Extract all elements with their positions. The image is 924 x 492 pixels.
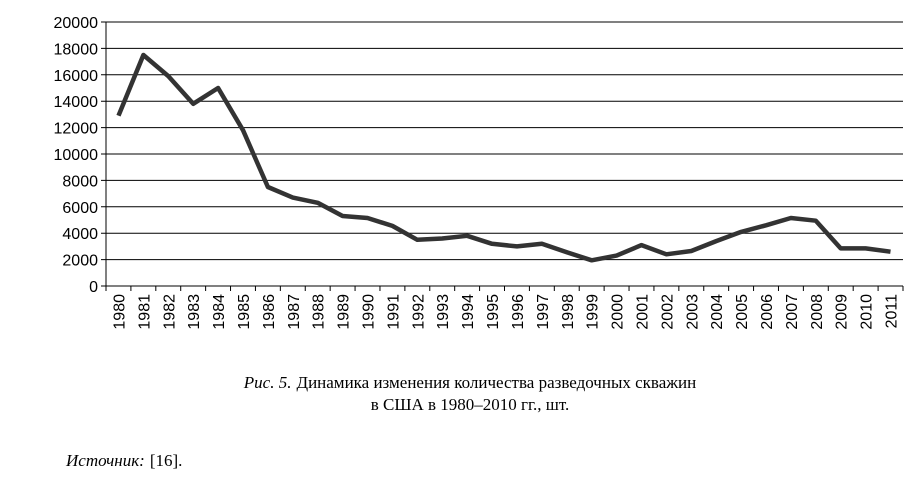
caption-text: Динамика изменения количества разведочны… [296,373,696,392]
y-tick-label: 14000 [54,94,99,111]
x-tick-label: 1999 [585,294,602,330]
source-text: [16]. [150,451,183,470]
x-tick-label: 2003 [684,294,701,330]
x-tick-label: 1980 [111,294,128,330]
x-tick-label: 1995 [485,294,502,330]
x-tick-label: 2001 [634,294,651,330]
x-tick-label: 2005 [734,294,751,330]
x-tick-label: 1991 [385,294,402,330]
x-tick-label: 2002 [659,294,676,330]
source: Источник: [16]. [65,451,182,470]
x-tick-label: 1990 [361,294,378,330]
x-tick-label: 1996 [510,294,527,330]
x-tick-label: 2000 [610,294,627,330]
x-tick-label: 2009 [834,294,851,330]
y-tick-label: 8000 [62,173,98,190]
y-tick-label: 20000 [54,15,99,32]
x-tick-label: 1997 [535,294,552,330]
x-tick-label: 2011 [884,294,901,329]
x-tick-label: 1981 [136,294,153,330]
x-tick-label: 1989 [336,294,353,330]
x-tick-label: 1998 [560,294,577,330]
y-tick-label: 6000 [62,200,98,217]
x-tick-label: 2006 [759,294,776,330]
y-tick-label: 12000 [54,121,99,138]
caption-line: Рис. 5. Динамика изменения количества раз… [243,373,696,392]
x-tick-label: 1987 [286,294,303,330]
x-tick-label: 1992 [410,294,427,330]
caption-text: в США в 1980–2010 гг., шт. [371,395,570,414]
x-tick-label: 1986 [261,294,278,330]
y-tick-label: 16000 [54,68,99,85]
y-tick-label: 0 [89,279,98,296]
x-tick-label: 1993 [435,294,452,330]
data-line [116,52,891,263]
x-tick-label: 1982 [161,294,178,330]
x-tick-label: 2010 [859,294,876,330]
y-tick-label: 18000 [54,41,99,58]
x-tick-label: 1984 [211,294,228,330]
x-tick-label: 1988 [311,294,328,330]
x-tick-label: 2008 [809,294,826,330]
x-tick-label: 1994 [460,294,477,330]
x-tick-label: 2007 [784,294,801,330]
x-tick-label: 1983 [186,294,203,330]
x-tick-label: 1985 [236,294,253,330]
x-tick-label: 2004 [709,294,726,330]
caption-label: Рис. 5. [243,373,292,392]
source-label: Источник: [65,451,145,470]
y-tick-label: 10000 [54,147,99,164]
y-tick-label: 2000 [62,253,98,270]
y-tick-label: 4000 [62,226,98,243]
